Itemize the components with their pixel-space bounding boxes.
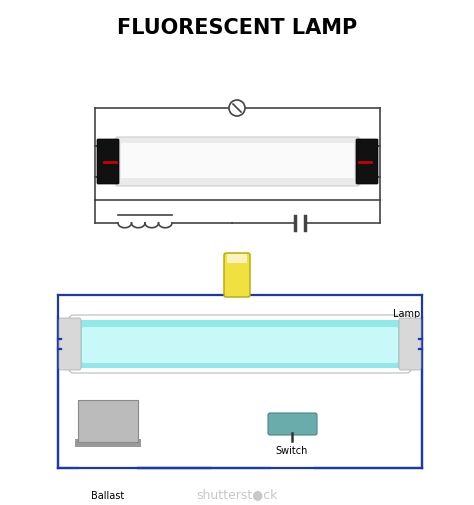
FancyBboxPatch shape — [97, 139, 119, 184]
Text: Switch: Switch — [276, 446, 308, 456]
FancyBboxPatch shape — [82, 327, 398, 363]
FancyBboxPatch shape — [399, 318, 421, 370]
Text: shutterst●ck: shutterst●ck — [196, 488, 278, 501]
FancyBboxPatch shape — [78, 400, 138, 442]
Text: Lamp: Lamp — [393, 309, 420, 319]
FancyBboxPatch shape — [356, 139, 378, 184]
Text: Ballast: Ballast — [91, 491, 125, 501]
FancyBboxPatch shape — [121, 143, 354, 178]
FancyBboxPatch shape — [75, 439, 141, 447]
FancyBboxPatch shape — [268, 413, 317, 435]
Text: FLUORESCENT LAMP: FLUORESCENT LAMP — [117, 18, 357, 38]
Text: Starter: Starter — [220, 338, 254, 348]
FancyBboxPatch shape — [227, 254, 247, 263]
FancyBboxPatch shape — [115, 137, 360, 186]
FancyBboxPatch shape — [69, 315, 411, 373]
FancyBboxPatch shape — [224, 253, 250, 297]
FancyBboxPatch shape — [76, 320, 404, 368]
FancyBboxPatch shape — [59, 318, 81, 370]
